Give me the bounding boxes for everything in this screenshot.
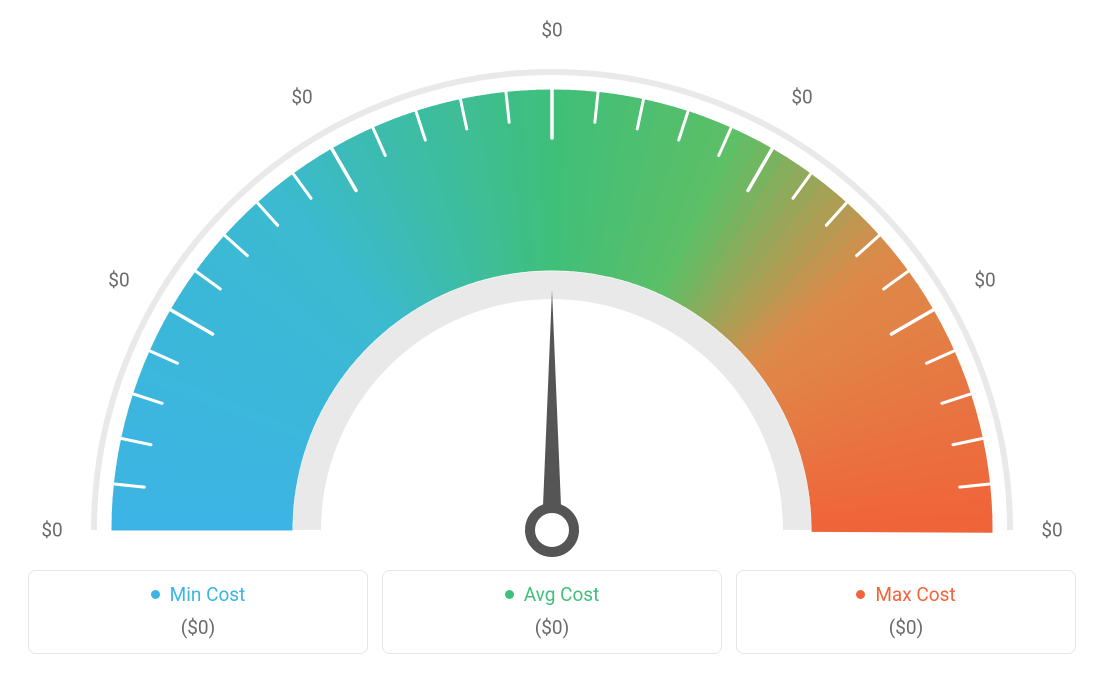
gauge-scale-label: $0 bbox=[974, 269, 995, 292]
legend-dot-avg bbox=[505, 590, 514, 599]
legend-card-max: Max Cost ($0) bbox=[736, 570, 1076, 654]
legend-dot-max bbox=[856, 590, 865, 599]
gauge-chart bbox=[0, 10, 1104, 580]
legend-max-label-row: Max Cost bbox=[747, 583, 1065, 606]
legend-min-label-row: Min Cost bbox=[39, 583, 357, 606]
legend-avg-label: Avg Cost bbox=[524, 583, 600, 606]
gauge-scale-label: $0 bbox=[291, 85, 312, 108]
legend-card-avg: Avg Cost ($0) bbox=[382, 570, 722, 654]
gauge-area: $0 $0 $0 $0 $0 $0 $0 bbox=[0, 0, 1104, 570]
gauge-scale-label: $0 bbox=[1041, 519, 1062, 542]
gauge-scale-label: $0 bbox=[108, 269, 129, 292]
gauge-scale-label: $0 bbox=[791, 85, 812, 108]
legend-avg-value: ($0) bbox=[393, 616, 711, 639]
legend-row: Min Cost ($0) Avg Cost ($0) Max Cost ($0… bbox=[0, 570, 1104, 654]
legend-dot-min bbox=[151, 590, 160, 599]
legend-avg-label-row: Avg Cost bbox=[393, 583, 711, 606]
legend-max-label: Max Cost bbox=[875, 583, 955, 606]
legend-card-min: Min Cost ($0) bbox=[28, 570, 368, 654]
legend-min-value: ($0) bbox=[39, 616, 357, 639]
legend-min-label: Min Cost bbox=[170, 583, 246, 606]
gauge-scale-label: $0 bbox=[541, 19, 562, 42]
gauge-scale-label: $0 bbox=[41, 519, 62, 542]
legend-max-value: ($0) bbox=[747, 616, 1065, 639]
cost-gauge-container: $0 $0 $0 $0 $0 $0 $0 Min Cost ($0) Avg Cost ($… bbox=[0, 0, 1104, 690]
